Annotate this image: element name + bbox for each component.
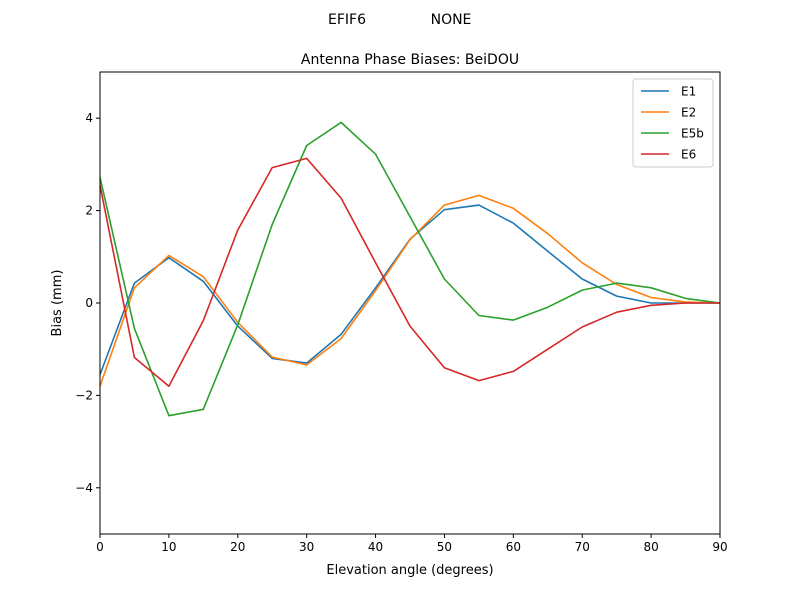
x-tick-label: 30 <box>299 540 314 554</box>
legend-label-e6: E6 <box>681 148 696 162</box>
x-tick-label: 60 <box>506 540 521 554</box>
y-tick-label: −4 <box>75 481 93 495</box>
y-axis-label: Bias (mm) <box>50 270 65 337</box>
header-left: EFIF6 <box>328 12 366 28</box>
x-tick-label: 50 <box>437 540 452 554</box>
x-tick-label: 0 <box>96 540 104 554</box>
series-line-e6 <box>99 157 720 388</box>
x-tick-label: 70 <box>575 540 590 554</box>
y-tick-label: 0 <box>85 296 93 310</box>
y-axis: −4 −2 0 2 4 <box>75 111 100 495</box>
x-axis-label: Elevation angle (degrees) <box>326 563 493 578</box>
x-tick-label: 40 <box>368 540 383 554</box>
legend-label-e1: E1 <box>681 85 696 99</box>
legend-box <box>632 78 714 168</box>
x-tick-label: 90 <box>712 540 727 554</box>
y-tick-label: 4 <box>85 111 93 125</box>
chart-title: Antenna Phase Biases: BeiDOU <box>301 52 519 68</box>
y-tick-label: 2 <box>85 204 93 218</box>
legend-label-e2: E2 <box>681 106 696 120</box>
legend-label-e5b: E5b <box>681 127 704 141</box>
series-layer <box>99 121 721 417</box>
x-tick-label: 20 <box>230 540 245 554</box>
legend: E1 E2 E5b E6 <box>632 78 714 168</box>
y-tick-label: −2 <box>75 388 93 402</box>
x-tick-label: 10 <box>161 540 176 554</box>
series-line-e5b <box>99 121 721 417</box>
x-tick-label: 80 <box>643 540 658 554</box>
series-line-e2 <box>99 194 721 387</box>
header-right: NONE <box>431 12 472 28</box>
x-axis: 0 10 20 30 40 50 60 70 80 90 <box>96 534 728 554</box>
